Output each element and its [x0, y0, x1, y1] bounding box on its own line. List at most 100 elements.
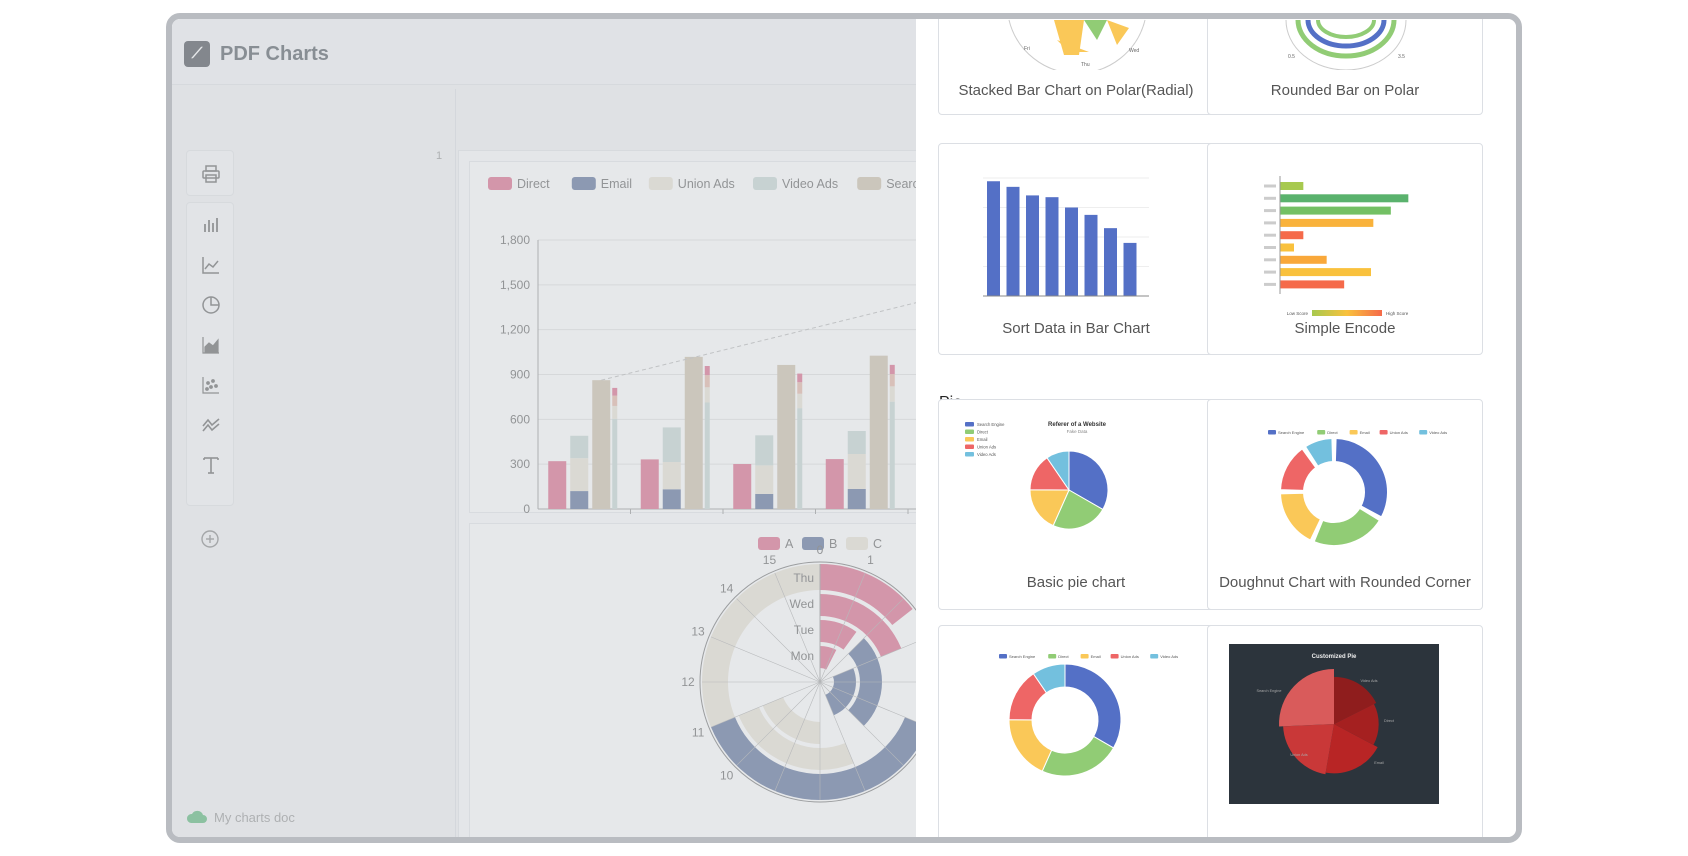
bar-detail [797, 382, 803, 394]
rose-slice [1334, 704, 1379, 745]
text-icon[interactable] [187, 445, 235, 485]
plus-circle-icon[interactable] [186, 519, 234, 559]
legend-label: C [873, 537, 882, 551]
simple-encode-thumb: Low Score High Score [1264, 176, 1409, 316]
cloud-icon [186, 810, 207, 823]
angle-label: 1 [867, 553, 874, 567]
pie-title: Referer of a Website [1048, 422, 1107, 428]
template-card[interactable]: Referer of a Website Fake Data Search Engi… [938, 399, 1214, 610]
template-name: Stacked Bar Chart on Polar(Radial) [958, 82, 1194, 99]
template-card[interactable]: Customized Pie Video Ads Direct Email Union … [1207, 625, 1483, 837]
legend-swatch [1349, 430, 1358, 435]
legend-label: Video Ads [977, 452, 996, 457]
page-number: 1 [436, 150, 443, 162]
pie-chart-icon[interactable] [187, 285, 235, 325]
legend-swatch [965, 422, 974, 427]
toolbox [186, 150, 234, 510]
polar-bar-a [820, 594, 902, 657]
legend-swatch [753, 177, 777, 190]
legend-swatch [1048, 654, 1057, 659]
area-chart-icon[interactable] [187, 325, 235, 365]
doughnut-slice [1278, 491, 1323, 542]
bar-detail [889, 401, 895, 509]
polar-bar-c [702, 564, 820, 728]
y-tick-label: 1,800 [500, 233, 530, 247]
chart-logo-icon: ⟋ [184, 41, 210, 67]
doc-name: My charts doc [214, 809, 295, 825]
app-window: ⟋ PDF Charts [166, 13, 1522, 843]
legend-swatch [758, 537, 780, 550]
y-tick-label: 600 [510, 412, 530, 426]
template-card[interactable]: Search Engine Direct Email Union Ads Video A… [1207, 399, 1483, 610]
slice-label: Search Engine [1257, 689, 1282, 693]
template-name: Sort Data in Bar Chart [1002, 320, 1150, 337]
legend-swatch [965, 437, 974, 442]
template-card[interactable]: Low Score High Score Simple Encode [1207, 143, 1483, 355]
bar [1280, 231, 1304, 240]
template-card[interactable]: Fri Wed Thu Stacked Bar Chart on Polar(R… [938, 19, 1214, 115]
bar [1123, 242, 1137, 296]
bar-chart-icon[interactable] [187, 205, 235, 245]
bar-direct [640, 459, 659, 509]
legend-swatch [488, 177, 512, 190]
angle-label: 10 [720, 768, 734, 782]
legend-label: A [785, 537, 794, 551]
polar-bar-c [738, 707, 854, 770]
polar-spoke [774, 572, 821, 683]
y-tick-label: 300 [510, 457, 530, 471]
bar-stack [847, 454, 866, 489]
svg-text:Fri: Fri [1024, 46, 1030, 52]
legend-label: Video Ads [1429, 430, 1447, 435]
legend-label: Direct [517, 177, 550, 191]
legend-swatch [1419, 430, 1428, 435]
y-tick-label: 900 [510, 368, 530, 382]
line-chart-icon[interactable] [187, 245, 235, 285]
polar-spoke [774, 681, 821, 792]
angle-label: 0 [817, 543, 824, 557]
bar-stack [755, 465, 774, 494]
printer-icon[interactable] [187, 154, 235, 194]
legend-label: Video Ads [1160, 654, 1178, 659]
bar-detail [612, 387, 618, 396]
scatter-chart-icon[interactable] [187, 365, 235, 405]
pie-subtitle: Fake Data [1067, 429, 1088, 434]
template-name: Simple Encode [1294, 320, 1396, 337]
trend-icon[interactable] [187, 405, 235, 445]
bar [1280, 255, 1327, 264]
bar-stack [755, 493, 774, 509]
bar [1280, 206, 1391, 215]
radial-label: Wed [790, 597, 814, 611]
svg-text:0.5: 0.5 [1288, 54, 1295, 60]
bar-stack [662, 462, 681, 490]
bar-detail [612, 418, 618, 509]
doughnut-slice [1064, 663, 1122, 749]
bar-direct [825, 459, 844, 509]
legend-swatch [857, 177, 882, 190]
bar [1280, 218, 1374, 227]
template-card[interactable]: 3.5 0.5 Rounded Bar on Polar [1207, 19, 1483, 115]
polar-bar-b [825, 668, 856, 716]
angle-label: 15 [763, 553, 777, 567]
polar-spoke [736, 681, 821, 766]
bar [1045, 197, 1059, 296]
doc-label[interactable]: My charts doc [186, 809, 295, 825]
bar [1280, 194, 1409, 203]
sidebar-divider [455, 89, 456, 837]
legend-label: B [829, 537, 837, 551]
template-card[interactable]: Search Engine Direct Email Union Ads Video A… [938, 625, 1214, 837]
customized-pie-thumb: Customized Pie Video Ads Direct Email Union … [1229, 644, 1439, 804]
bar [1280, 268, 1371, 277]
markline-point [597, 380, 606, 389]
legend-swatch [846, 537, 868, 550]
template-card[interactable]: Sort Data in Bar Chart [938, 143, 1214, 355]
polar-bar-b [710, 717, 930, 800]
legend-swatch [1379, 430, 1388, 435]
polar-bar-c [762, 697, 820, 744]
radial-label: Tue [794, 623, 815, 637]
legend-swatch [802, 537, 824, 550]
polar-spoke [819, 572, 866, 683]
template-name: Basic pie chart [1026, 574, 1126, 591]
bar [1084, 214, 1098, 296]
polar-bar-a [820, 646, 837, 670]
